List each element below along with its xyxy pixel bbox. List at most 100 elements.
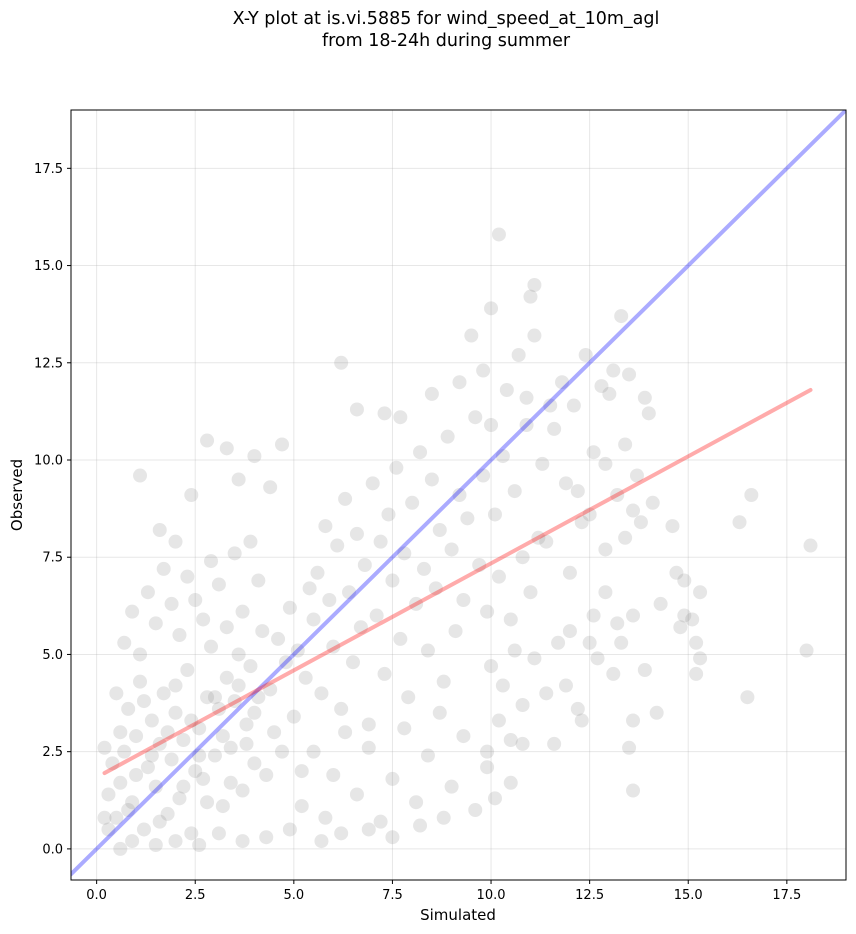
scatter-point [677,608,692,623]
scatter-point [235,783,250,798]
scatter-point [594,379,609,394]
scatter-point [507,643,522,658]
scatter-point [677,573,692,588]
scatter-point [503,612,518,627]
scatter-point [196,612,211,627]
scatter-point [373,534,388,549]
scatter-point [326,768,341,782]
scatter-point [432,705,447,720]
scatter-point [515,698,530,712]
scatter-point [334,701,349,716]
scatter-point [633,515,648,530]
scatter-point [109,810,124,825]
scatter-point [393,410,408,425]
y-tick-label: 5.0 [42,648,63,663]
chart-title: X-Y plot at is.vi.5885 for wind_speed_at… [232,9,660,29]
scatter-point [515,550,530,565]
scatter-point [673,620,688,635]
scatter-point [231,678,246,693]
scatter-point [484,301,499,316]
scatter-point [121,803,136,817]
scatter-point [531,530,546,545]
scatter-point [148,779,163,794]
scatter-point [129,729,144,744]
scatter-point [582,507,597,522]
scatter-point [456,729,471,744]
scatter-point [168,534,183,549]
scatter-point [491,227,506,242]
scatter-point [468,803,483,817]
scatter-point [413,445,428,460]
scatter-point [152,814,167,829]
scatter-point [393,631,408,646]
scatter-point [543,398,558,413]
scatter-point [176,733,191,747]
scatter-point [172,791,187,806]
scatter-point [184,488,199,502]
scatter-point [389,460,404,475]
scatter-point [424,386,439,401]
scatter-point [566,398,581,413]
scatter-point [330,538,345,553]
scatter-point [349,526,364,541]
scatter-point [495,449,510,464]
scatter-point [693,585,708,600]
scatter-point [156,686,171,701]
scatter-point [125,604,140,619]
scatter-point [275,744,290,759]
scatter-point [129,768,144,782]
data-points [97,227,818,856]
scatter-point [405,495,420,510]
scatter-point [547,421,562,436]
scatter-point [247,756,262,771]
scatter-point [460,511,475,526]
scatter-point [369,608,384,623]
scatter-point [215,729,230,744]
scatter-point [606,363,621,378]
scatter-point [495,678,510,693]
scatter-point [476,363,491,378]
scatter-point [353,620,368,635]
scatter-point [519,390,534,405]
scatter-point [626,783,641,798]
scatter-point [598,585,613,600]
scatter-point [168,834,183,849]
scatter-point [180,569,195,584]
y-tick-label: 10.0 [34,454,63,469]
scatter-point [689,635,704,650]
scatter-point [558,678,573,693]
x-tick-label: 10.0 [477,888,506,903]
scatter-point [306,744,321,759]
scatter-point [211,826,226,841]
scatter-point [345,655,360,670]
scatter-point [219,670,234,685]
scatter-point [444,542,459,557]
scatter-point [558,476,573,491]
scatter-point [803,538,818,553]
scatter-point [456,593,471,607]
x-tick-label: 0.0 [86,888,107,903]
scatter-point [282,822,297,837]
scatter-point [144,713,159,728]
x-tick-label: 15.0 [674,888,703,903]
scatter-point [263,480,278,495]
grid [71,110,846,880]
scatter-point [440,429,455,444]
scatter-point [200,690,215,705]
scatter-point [448,624,463,639]
plot-frame [70,109,847,881]
scatter-point [322,593,337,607]
scatter-point [432,523,447,537]
chart-title-block: X-Y plot at is.vi.5885 for wind_speed_at… [0,8,856,52]
scatter-point [487,507,502,522]
scatter-point [645,495,660,510]
scatter-point [101,822,116,837]
scatter-point [476,468,491,483]
scatter-point [144,748,159,763]
scatter-point [665,519,680,534]
scatter-point [610,616,625,631]
scatter-point [117,744,132,759]
scatter-point [314,686,329,701]
scatter-point [259,830,274,845]
scatter-point [618,437,633,452]
